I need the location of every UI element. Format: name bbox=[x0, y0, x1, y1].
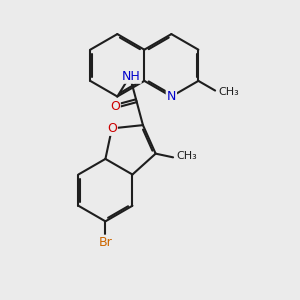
Text: CH₃: CH₃ bbox=[218, 87, 239, 97]
Text: Br: Br bbox=[98, 236, 112, 249]
Text: CH₃: CH₃ bbox=[177, 151, 197, 161]
Text: NH: NH bbox=[122, 70, 141, 83]
Text: O: O bbox=[107, 122, 117, 135]
Text: N: N bbox=[167, 90, 176, 103]
Text: O: O bbox=[110, 100, 120, 113]
